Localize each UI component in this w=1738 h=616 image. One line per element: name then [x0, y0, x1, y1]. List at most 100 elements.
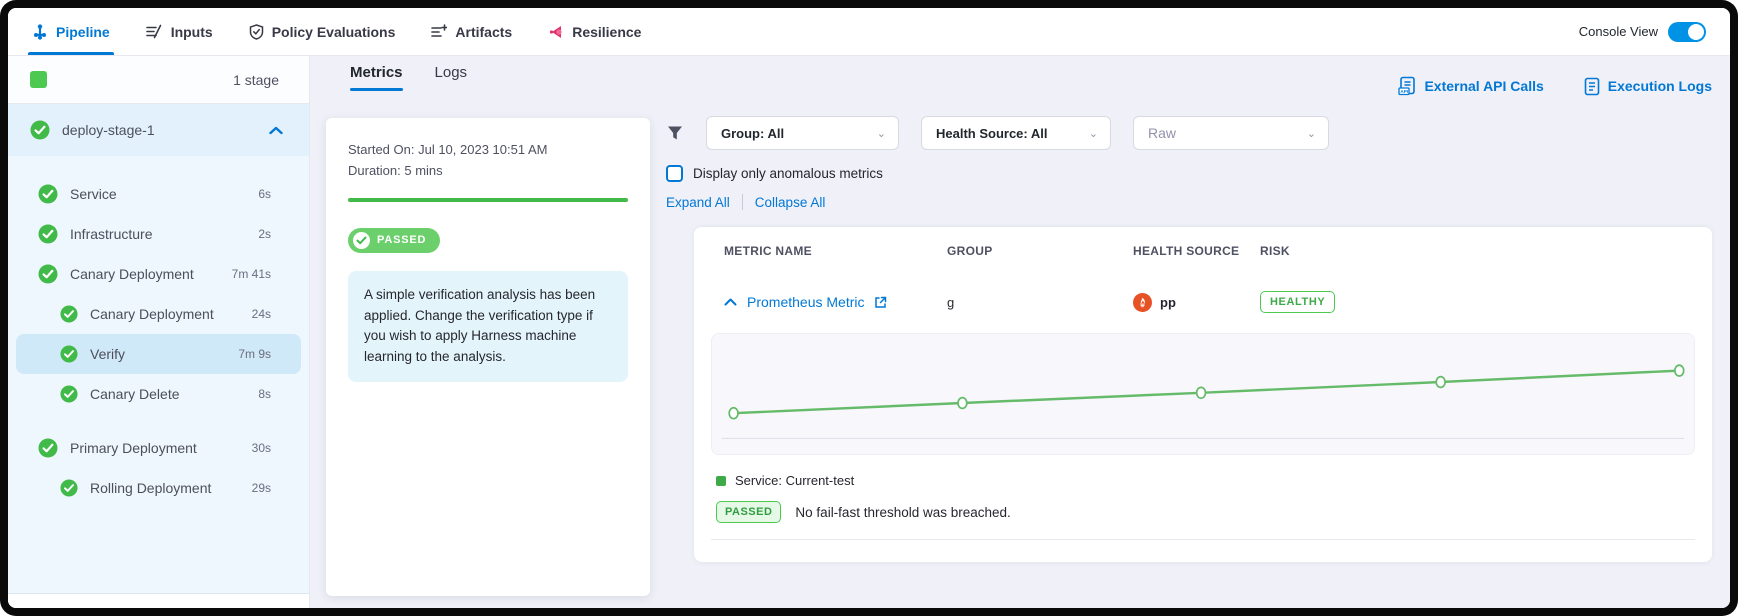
group-value: g	[947, 294, 955, 310]
tab-pipeline[interactable]: Pipeline	[28, 8, 114, 55]
execution-logs-label: Execution Logs	[1607, 78, 1712, 94]
collapse-chevron-up-icon[interactable]	[724, 298, 737, 306]
metrics-table-card: METRIC NAME GROUP HEALTH SOURCE RISK Pro…	[694, 226, 1712, 562]
svg-text:API: API	[1401, 89, 1409, 94]
tab-inputs-label: Inputs	[170, 23, 213, 40]
step-canary-delete[interactable]: Canary Delete 8s	[16, 374, 301, 414]
status-badge: PASSED	[348, 227, 441, 253]
raw-filter-dropdown[interactable]: Raw ⌄	[1133, 116, 1329, 150]
collapse-all-link[interactable]: Collapse All	[754, 194, 826, 210]
anomalous-metrics-row: Display only anomalous metrics	[666, 165, 1712, 182]
external-api-calls-icon: API	[1398, 76, 1416, 96]
step-label: Verify	[90, 346, 126, 362]
check-icon	[353, 231, 370, 249]
success-check-icon	[60, 345, 78, 363]
step-primary-deployment[interactable]: Primary Deployment 30s	[16, 428, 301, 468]
col-risk: RISK	[1260, 244, 1290, 258]
success-check-icon	[30, 120, 50, 140]
tab-policy-evaluations[interactable]: Policy Evaluations	[249, 8, 396, 55]
step-label: Canary Deployment	[70, 266, 194, 282]
step-duration: 30s	[251, 441, 271, 455]
chevron-down-icon: ⌄	[876, 127, 886, 140]
step-verify[interactable]: Verify 7m 9s	[16, 334, 301, 374]
step-duration: 2s	[258, 227, 271, 241]
nav-right: Console View	[1578, 21, 1706, 42]
console-view-toggle[interactable]	[1668, 21, 1706, 42]
step-rolling-deployment[interactable]: Rolling Deployment 29s	[16, 468, 301, 508]
app-window: Pipeline Inputs Policy Evaluations Artif…	[8, 8, 1730, 608]
started-on: Started On: Jul 10, 2023 10:51 AM	[348, 142, 548, 157]
success-check-icon	[60, 305, 78, 323]
metrics-logs-tabs: Metrics Logs	[350, 64, 467, 91]
success-check-icon	[60, 479, 78, 497]
external-api-calls-link[interactable]: API External API Calls	[1398, 76, 1544, 96]
tab-resilience[interactable]: Resilience	[548, 8, 641, 55]
pipeline-icon	[32, 23, 48, 40]
console-view-label: Console View	[1578, 24, 1658, 39]
nav-tabs: Pipeline Inputs Policy Evaluations Artif…	[28, 8, 641, 55]
shield-check-icon	[249, 23, 264, 40]
divider	[741, 194, 743, 210]
step-label: Canary Delete	[90, 386, 180, 402]
tab-logs[interactable]: Logs	[434, 64, 468, 81]
table-row[interactable]: Prometheus Metric g pp	[694, 275, 1712, 329]
step-label: Canary Deployment	[90, 306, 214, 322]
step-list: Service 6s Infrastructure 2s Canary Depl…	[8, 156, 309, 594]
tab-inputs[interactable]: Inputs	[145, 8, 213, 55]
main-panel: Metrics Logs Started On: Jul 10, 2023 10…	[310, 56, 1730, 608]
artifacts-icon	[431, 24, 448, 39]
tab-pipeline-label: Pipeline	[56, 23, 110, 40]
chevron-up-icon[interactable]	[269, 126, 283, 135]
health-source-filter-dropdown[interactable]: Health Source: All ⌄	[921, 116, 1111, 150]
step-canary-deployment[interactable]: Canary Deployment 24s	[16, 294, 301, 334]
health-source-value: pp	[1160, 294, 1176, 310]
metric-name-link[interactable]: Prometheus Metric	[747, 294, 865, 310]
external-api-calls-label: External API Calls	[1424, 78, 1544, 94]
expand-collapse-row: Expand All Collapse All	[666, 194, 1712, 210]
body: 1 stage deploy-stage-1 Service 6s	[8, 56, 1730, 608]
risk-cell: HEALTHY	[1260, 291, 1712, 313]
stage-status-square	[30, 71, 47, 88]
tab-policy-evaluations-label: Policy Evaluations	[271, 23, 396, 40]
chevron-down-icon: ⌄	[1306, 127, 1316, 140]
step-duration: 8s	[258, 387, 271, 401]
success-check-icon	[38, 264, 58, 284]
top-navigation: Pipeline Inputs Policy Evaluations Artif…	[8, 8, 1730, 56]
filter-funnel-icon[interactable]	[666, 124, 684, 142]
anomalous-metrics-checkbox[interactable]	[666, 165, 683, 182]
metric-line-chart[interactable]	[711, 333, 1695, 455]
step-label: Service	[70, 186, 117, 202]
step-service[interactable]: Service 6s	[16, 174, 301, 214]
group-filter-dropdown[interactable]: Group: All ⌄	[706, 116, 899, 150]
success-check-icon	[38, 224, 58, 244]
success-check-icon	[60, 385, 78, 403]
raw-filter-placeholder: Raw	[1148, 125, 1177, 141]
analysis-message: A simple verification analysis has been …	[348, 270, 628, 383]
execution-logs-link[interactable]: Execution Logs	[1584, 77, 1712, 96]
sidebar-header: 1 stage	[8, 56, 309, 104]
step-label: Rolling Deployment	[90, 480, 212, 496]
stage-sidebar: 1 stage deploy-stage-1 Service 6s	[8, 56, 310, 608]
anomalous-metrics-label: Display only anomalous metrics	[693, 166, 883, 181]
legend-label: Service: Current-test	[735, 473, 855, 488]
expand-all-link[interactable]: Expand All	[666, 194, 730, 210]
verdict-badge: PASSED	[716, 501, 782, 523]
tab-metrics[interactable]: Metrics	[350, 64, 403, 91]
external-link-icon[interactable]	[874, 296, 887, 309]
success-check-icon	[38, 184, 58, 204]
col-metric-name: METRIC NAME	[724, 244, 812, 258]
step-duration: 24s	[251, 307, 271, 321]
step-canary-deployment-group[interactable]: Canary Deployment 7m 41s	[16, 254, 301, 294]
inputs-icon	[145, 24, 163, 39]
verdict-text: No fail-fast threshold was breached.	[795, 504, 1011, 520]
metric-chart-svg	[721, 364, 1685, 439]
success-check-icon	[38, 438, 58, 458]
execution-logs-icon	[1584, 77, 1600, 96]
stage-row-deploy-stage-1[interactable]: deploy-stage-1	[8, 104, 309, 156]
tab-artifacts[interactable]: Artifacts	[431, 8, 512, 55]
col-health-source: HEALTH SOURCE	[1133, 244, 1240, 258]
step-duration: 6s	[258, 187, 271, 201]
group-filter-value: Group: All	[721, 125, 785, 141]
step-infrastructure[interactable]: Infrastructure 2s	[16, 214, 301, 254]
step-duration: 7m 41s	[231, 267, 271, 281]
